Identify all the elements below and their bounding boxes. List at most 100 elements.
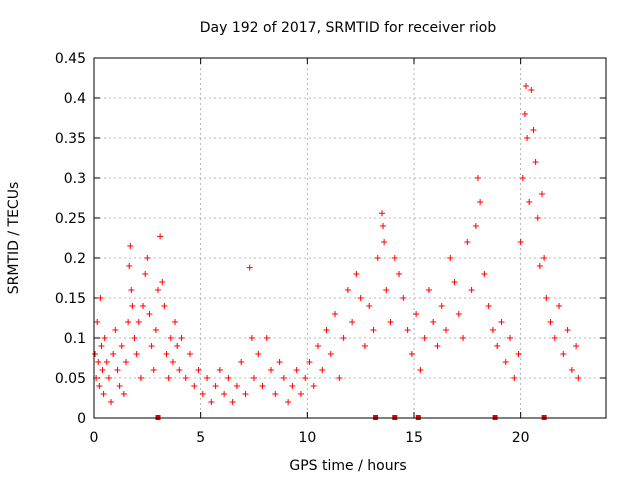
data-point	[425, 287, 432, 293]
data-point	[105, 375, 112, 381]
data-point	[148, 343, 155, 349]
data-point	[349, 319, 356, 325]
data-point	[125, 319, 132, 325]
data-point	[400, 295, 407, 301]
data-point	[528, 87, 535, 93]
data-point	[327, 351, 334, 357]
y-tick-label: 0.45	[55, 51, 86, 67]
data-point	[150, 367, 157, 373]
data-point	[477, 199, 484, 205]
data-point	[515, 351, 522, 357]
data-point	[523, 83, 529, 89]
data-point	[128, 287, 135, 293]
data-point	[524, 135, 531, 141]
data-point	[248, 335, 255, 341]
data-point	[268, 367, 275, 373]
data-point	[159, 279, 166, 285]
x-tick-label: 5	[196, 430, 205, 446]
data-point	[95, 359, 102, 365]
data-point	[176, 367, 183, 373]
data-point	[547, 319, 554, 325]
data-point	[182, 375, 189, 381]
data-point	[353, 271, 360, 277]
data-point	[276, 359, 283, 365]
data-point	[135, 319, 142, 325]
data-point	[421, 335, 428, 341]
data-point	[472, 223, 479, 229]
data-point	[319, 367, 326, 373]
data-point	[526, 199, 533, 205]
data-point	[391, 255, 398, 261]
data-point	[272, 391, 279, 397]
data-point	[116, 383, 123, 389]
data-point	[560, 351, 567, 357]
data-point	[118, 343, 125, 349]
data-point	[536, 263, 543, 269]
data-point	[238, 359, 245, 365]
data-point	[438, 303, 445, 309]
data-point	[204, 375, 211, 381]
data-point	[517, 239, 524, 245]
data-point	[556, 303, 563, 309]
data-point	[564, 327, 571, 333]
data-point	[112, 327, 119, 333]
data-point	[199, 391, 206, 397]
data-point	[464, 239, 471, 245]
data-point	[541, 255, 548, 261]
data-point	[434, 343, 441, 349]
data-point	[167, 335, 174, 341]
y-tick-label: 0	[77, 411, 86, 427]
data-point	[489, 327, 496, 333]
data-point	[315, 343, 321, 349]
data-point	[157, 233, 164, 240]
data-point	[498, 319, 505, 325]
data-point	[396, 271, 403, 277]
data-point	[146, 311, 153, 317]
data-point	[142, 271, 149, 277]
data-point	[229, 399, 236, 405]
data-point	[92, 351, 99, 357]
data-point	[191, 383, 198, 389]
data-point	[99, 367, 106, 373]
data-point	[123, 359, 129, 365]
data-point	[140, 303, 147, 309]
data-point	[507, 335, 513, 341]
grid-lines	[94, 58, 606, 418]
data-point	[96, 383, 103, 389]
data-point	[521, 111, 528, 117]
data-point	[100, 391, 107, 397]
data-point	[127, 243, 134, 249]
data-point	[293, 367, 300, 373]
data-point	[212, 383, 219, 389]
data-point	[323, 327, 330, 333]
data-point	[413, 311, 420, 317]
data-point	[573, 343, 580, 349]
y-tick-label: 0.15	[55, 291, 86, 307]
data-point	[534, 215, 541, 221]
data-point	[131, 335, 138, 341]
data-point	[242, 391, 249, 397]
data-point	[137, 375, 144, 381]
data-point	[379, 210, 385, 217]
data-point	[568, 367, 575, 373]
data-point	[530, 127, 537, 133]
y-tick-label: 0.35	[55, 131, 86, 147]
data-point	[255, 351, 262, 357]
y-tick-label: 0.4	[64, 91, 86, 107]
x-tick-label: 15	[405, 430, 423, 446]
x-tick-label: 20	[512, 430, 530, 446]
data-point	[108, 399, 115, 405]
data-point	[165, 375, 172, 381]
data-point	[246, 264, 253, 271]
data-point	[575, 375, 582, 381]
data-point	[120, 391, 127, 397]
data-point	[370, 327, 377, 333]
data-point	[251, 375, 257, 381]
data-point	[387, 319, 394, 325]
data-point	[361, 343, 368, 349]
data-point	[302, 375, 309, 381]
chart-title: Day 192 of 2017, SRMTID for receiver rio…	[200, 20, 497, 36]
data-point	[174, 343, 181, 349]
data-point	[310, 383, 317, 389]
data-point	[263, 335, 270, 341]
